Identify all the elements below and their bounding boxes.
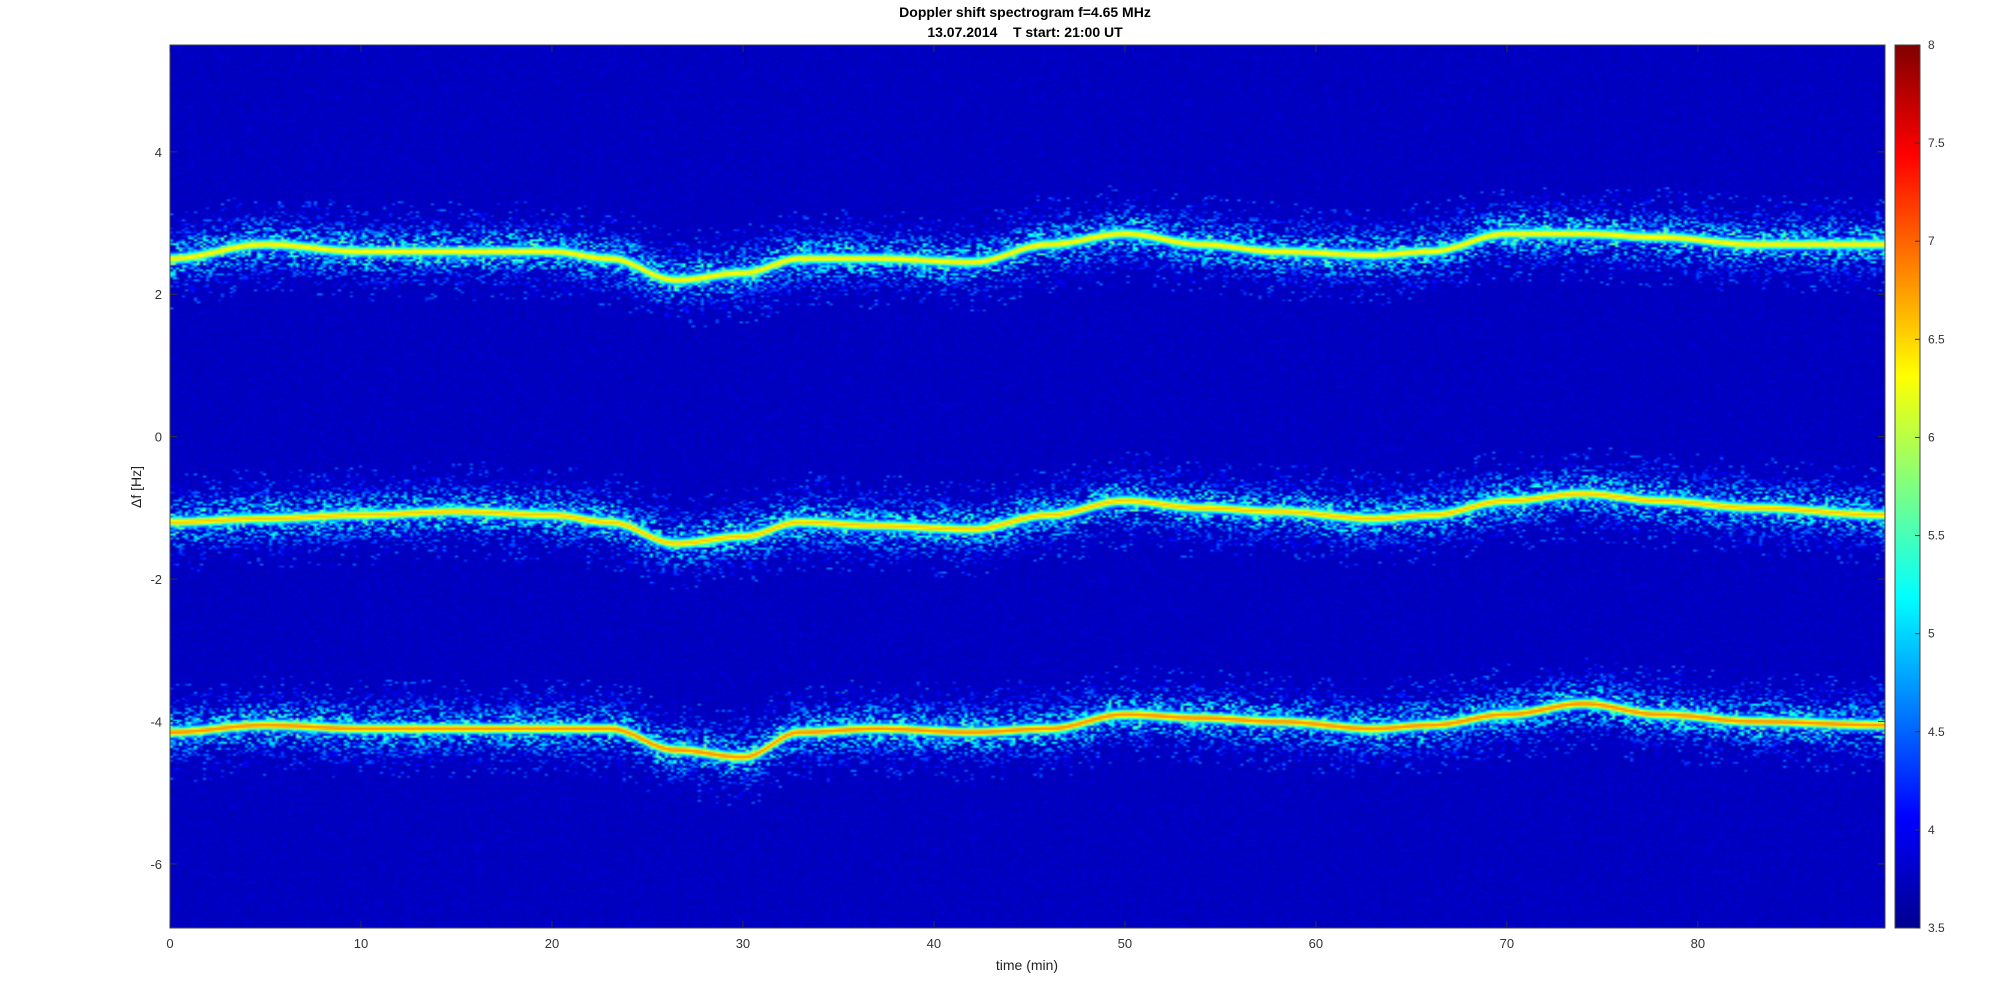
chart-title: Doppler shift spectrogram f=4.65 MHz [899, 4, 1151, 20]
x-tick-label: 30 [736, 936, 750, 951]
y-axis-label: Δf [Hz] [128, 466, 144, 508]
x-tick-label: 70 [1500, 936, 1514, 951]
x-tick-label: 80 [1691, 936, 1705, 951]
y-tick-label: -2 [150, 572, 162, 587]
x-tick-label: 60 [1309, 936, 1323, 951]
colorbar-tick-label: 6.5 [1928, 332, 1945, 346]
x-axis: 0 10 20 30 40 50 60 70 80 [166, 45, 1705, 951]
colorbar-tick-label: 4 [1928, 823, 1935, 837]
y-tick-label: 4 [155, 145, 162, 160]
y-axis: -6 -4 -2 0 2 4 [150, 145, 1885, 872]
colorbar-tick-label: 8 [1928, 38, 1935, 52]
x-tick-label: 50 [1118, 936, 1132, 951]
colorbar-tick-label: 5.5 [1928, 529, 1945, 543]
x-tick-label: 40 [927, 936, 941, 951]
y-tick-label: -4 [150, 714, 162, 729]
chart-subtitle: 13.07.2014 T start: 21:00 UT [927, 24, 1123, 40]
colorbar: 3.5 4 4.5 5 5.5 6 6.5 7 7.5 8 [1894, 38, 1945, 935]
x-tick-label: 20 [545, 936, 559, 951]
colorbar-tick-label: 3.5 [1928, 921, 1945, 935]
x-tick-label: 10 [354, 936, 368, 951]
y-tick-label: -6 [150, 857, 162, 872]
x-tick-label: 0 [166, 936, 173, 951]
x-axis-label: time (min) [996, 957, 1058, 973]
colorbar-gradient [1894, 44, 1921, 929]
colorbar-tick-label: 7.5 [1928, 136, 1945, 150]
colorbar-tick-label: 6 [1928, 430, 1935, 444]
spectrogram-image [170, 45, 1885, 928]
colorbar-ticks: 3.5 4 4.5 5 5.5 6 6.5 7 7.5 8 [1915, 38, 1945, 935]
colorbar-tick-label: 4.5 [1928, 725, 1945, 739]
plot-area [169, 44, 1886, 929]
plot-frame [169, 44, 1886, 929]
colorbar-tick-label: 5 [1928, 627, 1935, 641]
colorbar-tick-label: 7 [1928, 234, 1935, 248]
y-tick-label: 0 [155, 430, 162, 445]
y-tick-label: 2 [155, 287, 162, 302]
